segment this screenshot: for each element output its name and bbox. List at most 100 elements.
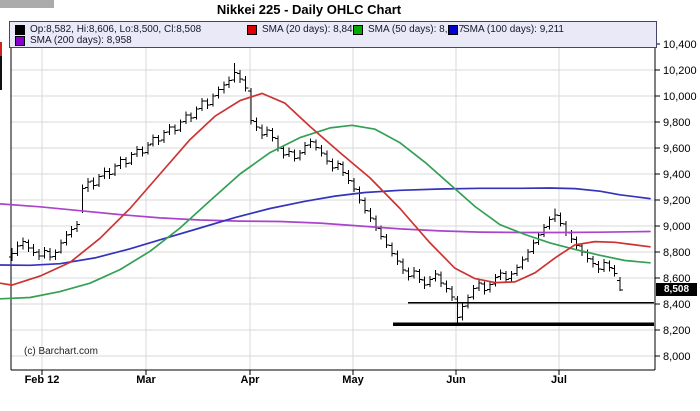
ohlc-bar bbox=[47, 248, 54, 261]
legend-item-sma50: SMA (50 days): 8,717 bbox=[353, 24, 464, 35]
ohlc-bar bbox=[394, 250, 401, 265]
ohlc-bar bbox=[557, 212, 564, 227]
ohlc-bar bbox=[383, 233, 390, 249]
y-axis-label: 9,400 bbox=[663, 169, 691, 181]
ohlc-bar bbox=[465, 294, 472, 309]
ohlc-bar bbox=[209, 93, 216, 107]
legend-label: SMA (100 days): 9,211 bbox=[463, 24, 564, 35]
ohlc-bar bbox=[454, 296, 461, 325]
ohlc-bar bbox=[361, 197, 368, 214]
ohlc-bar bbox=[226, 76, 233, 89]
ohlc-bar bbox=[19, 237, 26, 250]
ohlc-bar bbox=[85, 177, 92, 193]
ohlc-bar bbox=[291, 149, 298, 162]
legend-label: SMA (50 days): 8,717 bbox=[368, 24, 465, 35]
ohlc-bar bbox=[318, 144, 325, 157]
ohlc-bar bbox=[340, 161, 347, 176]
ohlc-bar bbox=[123, 157, 130, 168]
ohlc-bar bbox=[231, 62, 238, 83]
ohlc-bar bbox=[144, 142, 151, 155]
ohlc-bar bbox=[519, 256, 526, 270]
legend-label: SMA (20 days): 8,840 bbox=[262, 24, 359, 35]
ohlc-bar bbox=[372, 215, 379, 232]
sma-line bbox=[0, 203, 651, 234]
ohlc-bar bbox=[313, 139, 320, 151]
sma50-swatch-icon bbox=[353, 24, 363, 35]
x-axis-label: Jul bbox=[551, 374, 567, 386]
sma100-swatch-icon bbox=[448, 24, 458, 35]
ohlc-bar bbox=[508, 270, 515, 282]
ohlc-bar bbox=[470, 285, 477, 300]
ohlc-bar bbox=[552, 208, 558, 223]
ohlc-bar bbox=[128, 151, 135, 165]
ohlc-bar bbox=[459, 303, 466, 321]
ohlc-bar bbox=[253, 117, 260, 132]
y-axis-label: 8,200 bbox=[663, 325, 691, 337]
ohlc-bar bbox=[199, 97, 206, 111]
last-price-badge: 8,508 bbox=[656, 283, 697, 296]
ohlc-bar bbox=[573, 236, 580, 250]
ohlc-bar bbox=[432, 270, 439, 282]
ohlc-bar bbox=[399, 258, 406, 275]
x-axis-label: Mar bbox=[136, 374, 156, 386]
ohlc-bar bbox=[215, 86, 222, 99]
ohlc-bar bbox=[562, 220, 569, 236]
ohlc-bar bbox=[443, 280, 450, 293]
ohlc-bar bbox=[188, 112, 195, 122]
ohlc-bar bbox=[302, 142, 309, 156]
ohlc-bar bbox=[329, 158, 336, 172]
ohlc-bar bbox=[166, 123, 173, 135]
ohlc-bar bbox=[177, 119, 184, 132]
ohlc-bar bbox=[492, 274, 499, 287]
sma-line bbox=[0, 124, 651, 300]
ohlc-bar bbox=[606, 260, 613, 272]
ohlc-bar bbox=[617, 277, 624, 291]
ohlc-bar bbox=[68, 226, 75, 238]
ohlc-bar bbox=[475, 279, 482, 291]
legend-item-sma100: SMA (100 days): 9,211 bbox=[448, 24, 564, 35]
legend-label: Op:8,582, Hi:8,606, Lo:8,500, Cl:8,508 bbox=[30, 24, 202, 35]
edge-artifact-red bbox=[0, 42, 2, 56]
ohlc-bar bbox=[112, 163, 119, 176]
ohlc-bar bbox=[25, 239, 32, 252]
ohlc-bar bbox=[600, 259, 607, 273]
y-axis-label: 10,000 bbox=[663, 91, 697, 103]
y-axis-label: 8,800 bbox=[663, 247, 691, 259]
x-axis-label: Apr bbox=[241, 374, 261, 386]
ohlc-bar bbox=[264, 126, 271, 137]
ohlc-bar bbox=[63, 231, 70, 246]
ohlc-bar bbox=[36, 248, 43, 260]
sma20-swatch-icon bbox=[247, 24, 257, 35]
ohlc-bar bbox=[74, 220, 81, 232]
legend-item-sma200: SMA (200 days): 8,958 bbox=[15, 35, 132, 46]
chart-legend: Op:8,582, Hi:8,606, Lo:8,500, Cl:8,508 SM… bbox=[9, 21, 657, 48]
ohlc-bar bbox=[356, 186, 363, 204]
ohlc-bar bbox=[9, 248, 15, 262]
ohlc-bar bbox=[530, 239, 537, 254]
ohlc-bar bbox=[611, 265, 618, 277]
x-axis-label: Feb 12 bbox=[25, 374, 60, 386]
ohlc-bar bbox=[590, 255, 597, 268]
ohlc-bar bbox=[513, 264, 520, 277]
sma-line bbox=[0, 92, 651, 286]
ohlc-bar bbox=[258, 124, 265, 139]
y-axis-label: 9,600 bbox=[663, 143, 691, 155]
sma-line bbox=[0, 187, 651, 267]
ohlc-bar bbox=[117, 156, 124, 169]
ohlc-bar bbox=[52, 249, 59, 260]
ohlc-bar bbox=[285, 147, 292, 158]
ohlc-bar bbox=[193, 106, 200, 120]
copyright-label: (c) Barchart.com bbox=[24, 346, 98, 357]
page-title: Nikkei 225 - Daily OHLC Chart bbox=[216, 2, 402, 17]
ohlc-bar bbox=[405, 267, 412, 281]
ohlc-bar bbox=[237, 70, 244, 83]
ohlc-bar bbox=[595, 261, 602, 273]
ohlc-bar bbox=[345, 170, 352, 184]
ohlc-bar bbox=[503, 270, 510, 284]
y-axis-label: 9,000 bbox=[663, 221, 691, 233]
x-axis-label: May bbox=[342, 374, 364, 386]
ohlc-bar bbox=[334, 160, 341, 171]
y-axis-label: 9,200 bbox=[663, 195, 691, 207]
